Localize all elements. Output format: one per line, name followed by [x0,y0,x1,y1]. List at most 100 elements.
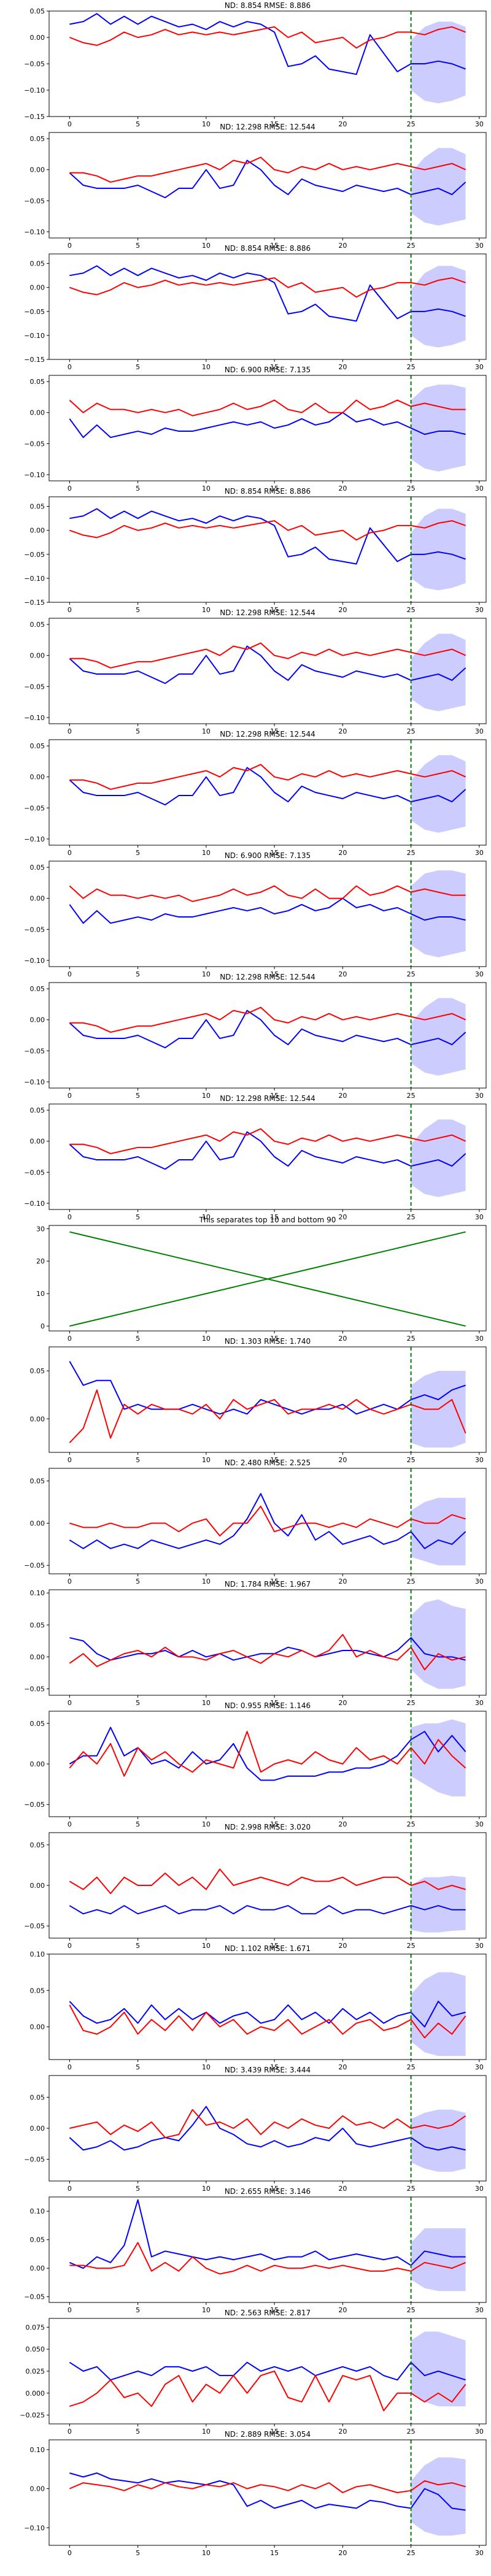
x-tick-label: 30 [475,1092,484,1100]
x-tick-label: 25 [407,2549,416,2557]
x-tick-label: 5 [136,1820,140,1828]
x-tick-label: 20 [338,363,347,371]
y-tick-label: 0.10 [30,2207,45,2215]
x-tick-label: 30 [475,2306,484,2314]
x-tick-label: 25 [407,242,416,250]
y-tick-label: 0.050 [26,2345,45,2353]
prediction-interval-band [411,1719,466,1796]
y-tick-label: −0.10 [24,332,45,340]
y-tick-label: −0.05 [24,60,45,68]
y-tick-label: 0.00 [30,284,45,292]
x-tick-label: 25 [407,2185,416,2193]
y-tick-label: 0.10 [30,1950,45,1958]
y-tick-label: 0.075 [26,2323,45,2331]
prediction-interval-band [411,385,466,472]
x-tick-label: 5 [136,2185,140,2193]
y-tick-label: 0.025 [26,2367,45,2375]
y-tick-label: 0.00 [30,1882,45,1890]
y-tick-label: 0.05 [30,1720,45,1728]
x-tick-label: 10 [202,1335,211,1343]
prediction-interval-band [411,1119,466,1197]
axes-frame [48,1225,487,1332]
y-tick-label: −0.05 [24,804,45,812]
axes-frame [48,496,487,603]
x-tick-label: 15 [270,120,279,128]
x-tick-label: 0 [68,1335,72,1343]
x-tick-label: 5 [136,2306,140,2314]
y-tick-label: 0.00 [30,409,45,417]
series-line-2 [69,1868,466,1895]
plot-area [69,861,466,967]
x-tick-label: 15 [270,242,279,250]
axes-frame [48,618,487,724]
y-tick-label: 0.00 [30,1653,45,1661]
subplot-5: ND: 8.854 RMSE: 8.886 0 5 10 15 20 25 30 0.05 0.0… [24,487,487,614]
series-line-2 [69,277,466,298]
series-line-1 [69,412,466,439]
x-tick-label: 20 [338,485,347,493]
x-tick-label: 5 [136,363,140,371]
y-tick-label: 0.05 [30,2236,45,2244]
y-tick-label: 0.05 [30,985,45,993]
x-tick-label: 20 [338,1456,347,1464]
subplot-title: ND: 12.298 RMSE: 12.544 [220,973,315,981]
prediction-interval-band [411,508,466,591]
x-tick-label: 20 [338,1213,347,1221]
subplot-10: ND: 12.298 RMSE: 12.544 0 5 10 15 20 25 30 0.05 0… [24,1094,487,1221]
plot-area [69,1347,466,1452]
series-line-1 [69,2472,466,2511]
axes-frame [48,1468,487,1574]
y-tick-label: 0.05 [30,135,45,143]
axes-frame [48,739,487,846]
y-tick-label: 0.05 [30,503,45,511]
x-tick-label: 30 [475,242,484,250]
x-tick-label: 0 [68,1699,72,1707]
x-tick-label: 25 [407,1335,416,1343]
series-line-2 [69,2371,466,2412]
x-tick-label: 30 [475,1820,484,1828]
y-tick-label: −0.025 [20,2412,45,2420]
x-tick-label: 30 [475,1699,484,1707]
y-tick-label: 0.00 [30,895,45,903]
y-tick-label: 0.05 [30,621,45,629]
y-tick-label: 20 [36,1257,45,1265]
plot-area [69,1468,466,1574]
x-tick-label: 30 [475,2549,484,2557]
x-tick-label: 10 [202,1092,211,1100]
x-tick-label: 0 [68,2306,72,2314]
subplot-7: ND: 12.298 RMSE: 12.544 0 5 10 15 20 25 30 0.05 0… [24,730,487,857]
y-tick-label: −0.05 [24,551,45,559]
series-line-1 [69,767,466,806]
y-tick-label: −0.10 [24,228,45,236]
x-tick-label: 30 [475,1577,484,1585]
x-tick-label: 10 [202,606,211,614]
series-line-1 [69,1493,466,1549]
axes-frame [48,861,487,967]
x-tick-label: 15 [270,1699,279,1707]
axes-frame [48,1589,487,1696]
subplot-title: ND: 6.900 RMSE: 7.135 [225,851,311,860]
y-tick-label: 0.00 [30,166,45,174]
x-tick-label: 15 [270,1942,279,1950]
axes-frame [48,253,487,360]
plot-area [69,1711,466,1817]
x-tick-label: 25 [407,1577,416,1585]
x-tick-label: 25 [407,2428,416,2436]
x-tick-label: 25 [407,1942,416,1950]
x-tick-label: 20 [338,970,347,978]
x-tick-label: 25 [407,1456,416,1464]
y-tick-label: −0.05 [24,1801,45,1809]
x-tick-label: 5 [136,120,140,128]
x-tick-label: 15 [270,1820,279,1828]
y-tick-label: −0.10 [24,1078,45,1086]
plot-area [69,1231,466,1327]
prediction-interval-band [411,1498,466,1566]
subplot-19: ND: 2.655 RMSE: 3.146 0 5 10 15 20 25 30 0.10 0.0… [24,2187,487,2314]
plot-area [69,618,466,724]
x-tick-label: 20 [338,727,347,735]
x-tick-label: 5 [136,970,140,978]
x-tick-label: 10 [202,2063,211,2071]
axes-frame [48,2196,487,2303]
x-tick-label: 15 [270,970,279,978]
x-tick-label: 10 [202,849,211,857]
